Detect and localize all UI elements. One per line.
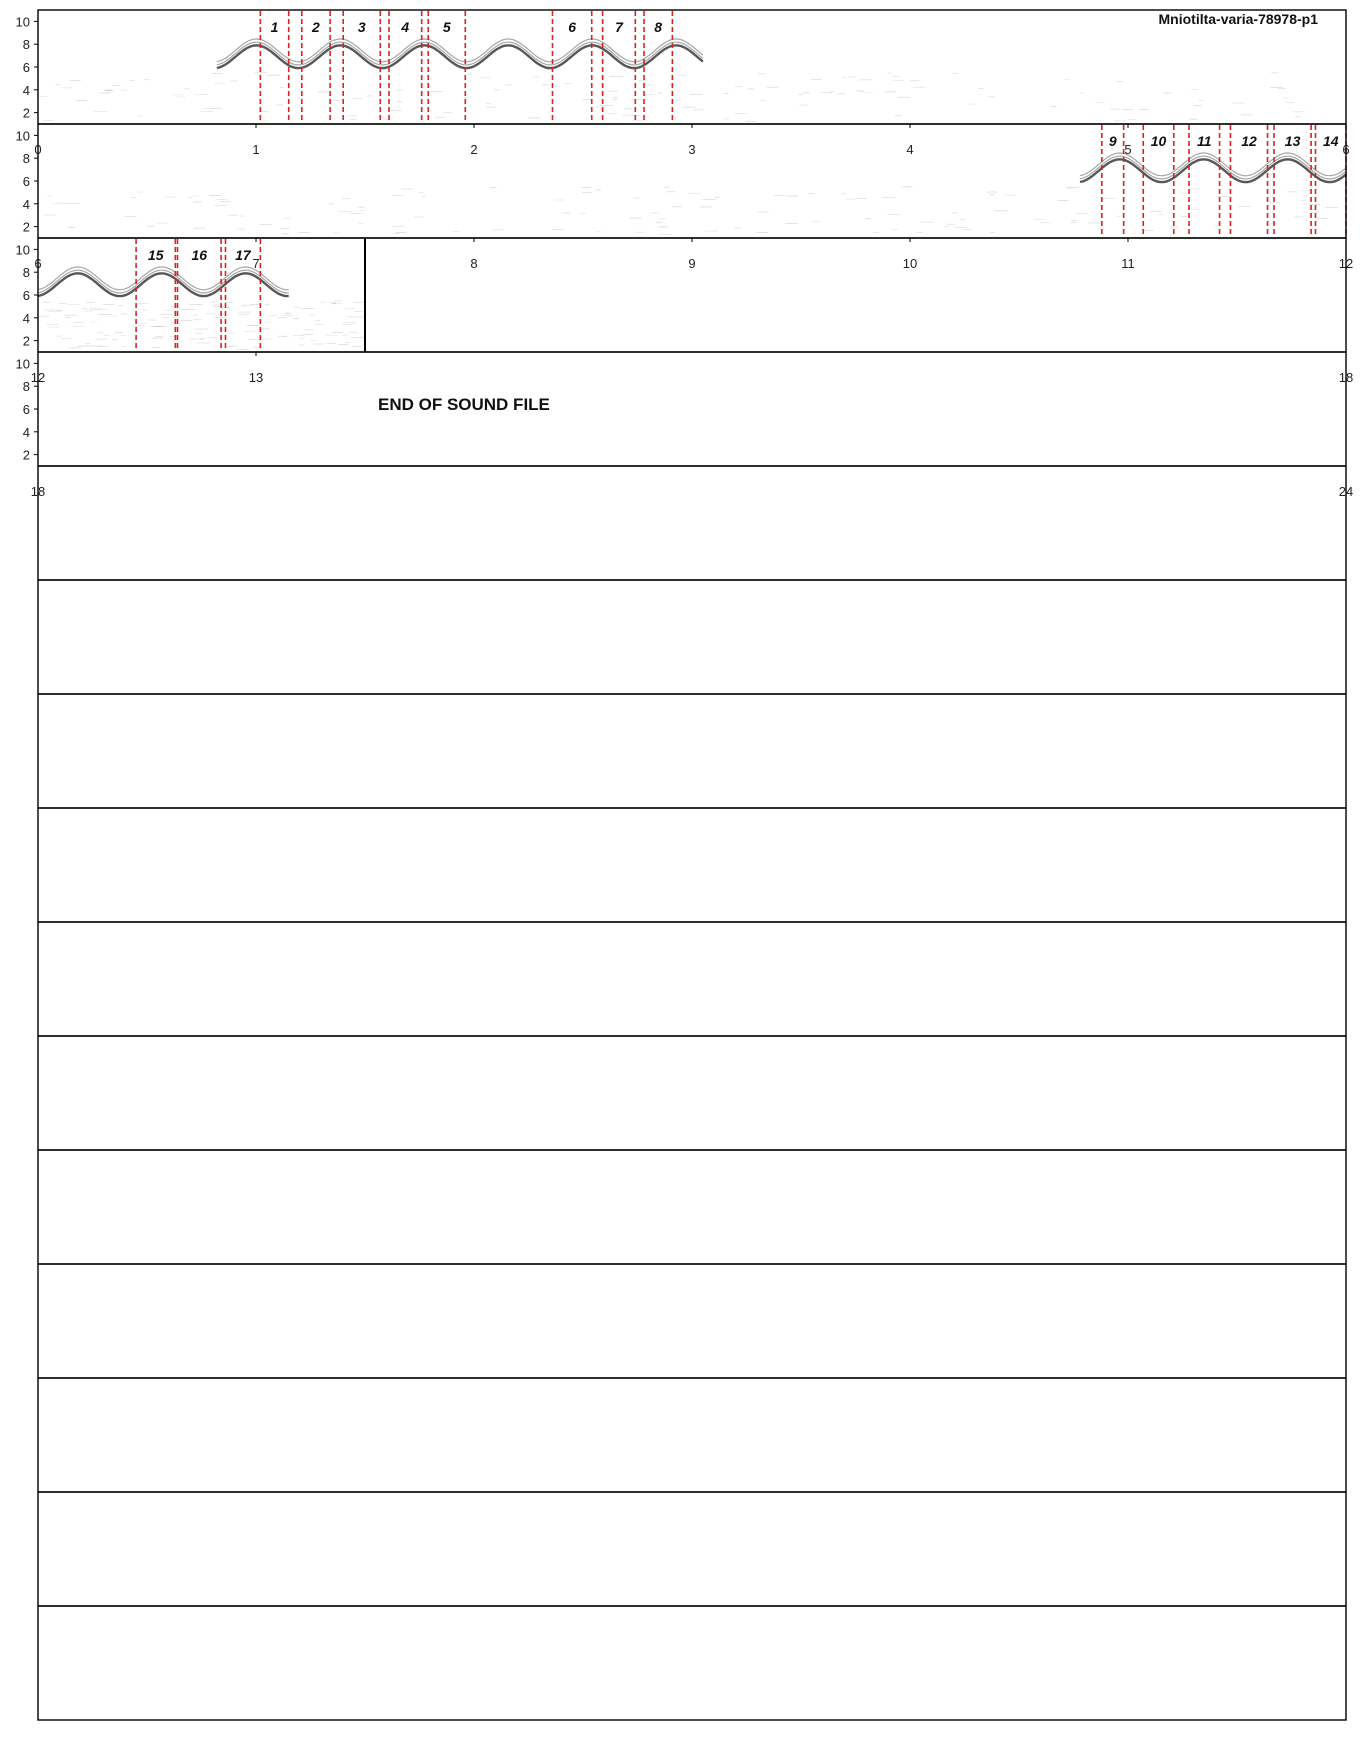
row-frame <box>37 1377 1347 1493</box>
row-frame <box>37 1605 1347 1721</box>
y-tick-label: 4 <box>23 197 30 212</box>
x-tick-label: 8 <box>470 256 477 271</box>
y-tick-label: 10 <box>16 242 30 257</box>
spectrogram-row <box>37 579 1347 695</box>
x-tick-label: 1 <box>252 142 259 157</box>
song-trace <box>37 266 289 291</box>
row-frame <box>37 1263 1347 1379</box>
y-tick-label: 6 <box>23 402 30 417</box>
spectrogram-row: 123456782468100123456 <box>16 9 1350 157</box>
segment-label: 2 <box>311 19 320 35</box>
segment-label: 8 <box>654 19 662 35</box>
spectrogram-row <box>37 465 1347 581</box>
segment-label: 10 <box>1151 133 1167 149</box>
y-tick-label: 4 <box>23 83 30 98</box>
row-frame <box>37 465 1347 581</box>
x-tick-label: 9 <box>688 256 695 271</box>
segment-label: 3 <box>358 19 366 35</box>
x-tick-label: 7 <box>252 256 259 271</box>
chart-title: Mniotilta-varia-78978-p1 <box>1159 11 1319 27</box>
spectrogram-row <box>37 1263 1347 1379</box>
row-frame <box>37 1491 1347 1607</box>
row-frame <box>37 351 1347 467</box>
row-frame <box>37 807 1347 923</box>
y-tick-label: 2 <box>23 448 30 463</box>
y-tick-label: 8 <box>23 37 30 52</box>
song-trace <box>37 272 289 298</box>
y-tick-label: 2 <box>23 334 30 349</box>
row-frame <box>37 1149 1347 1265</box>
y-tick-label: 10 <box>16 356 30 371</box>
song-trace <box>216 38 704 63</box>
segment-label: 1 <box>271 19 279 35</box>
spectrogram-row <box>37 693 1347 809</box>
x-tick-label: 2 <box>470 142 477 157</box>
spectrogram-row <box>37 1035 1347 1151</box>
row-frame <box>37 921 1347 1037</box>
song-trace <box>216 44 704 70</box>
segment-label: 9 <box>1109 133 1117 149</box>
spectrogram-row <box>37 1605 1347 1721</box>
y-tick-label: 2 <box>23 106 30 121</box>
song-trace <box>216 41 704 66</box>
spectrogram-row <box>37 1491 1347 1607</box>
y-tick-label: 10 <box>16 14 30 29</box>
spectrogram-row <box>37 921 1347 1037</box>
y-tick-label: 4 <box>23 311 30 326</box>
segment-label: 13 <box>1285 133 1301 149</box>
y-tick-label: 6 <box>23 60 30 75</box>
segment-label: 12 <box>1241 133 1257 149</box>
row-frame <box>37 1035 1347 1151</box>
spectrogram-row <box>37 807 1347 923</box>
segment-label: 14 <box>1323 133 1339 149</box>
segment-label: 17 <box>235 247 252 263</box>
segment-label: 4 <box>400 19 409 35</box>
y-tick-label: 10 <box>16 128 30 143</box>
segment-label: 16 <box>192 247 208 263</box>
y-tick-label: 8 <box>23 265 30 280</box>
y-tick-label: 4 <box>23 425 30 440</box>
y-tick-label: 6 <box>23 174 30 189</box>
x-tick-label: 4 <box>906 142 913 157</box>
spectrogram-row <box>37 1149 1347 1265</box>
y-tick-label: 8 <box>23 151 30 166</box>
spectrogram-rows: 1234567824681001234569101112131424681067… <box>16 9 1353 1721</box>
x-tick-label: 10 <box>903 256 917 271</box>
row-frame <box>37 579 1347 695</box>
song-trace <box>37 269 289 294</box>
end-of-file-label: END OF SOUND FILE <box>378 395 550 414</box>
song-trace <box>1079 155 1347 180</box>
segment-label: 5 <box>443 19 451 35</box>
y-tick-label: 6 <box>23 288 30 303</box>
y-tick-label: 2 <box>23 220 30 235</box>
segment-label: 15 <box>148 247 164 263</box>
spectrogram-row <box>37 1377 1347 1493</box>
x-tick-label: 3 <box>688 142 695 157</box>
segment-label: 11 <box>1197 133 1212 149</box>
x-tick-label: 5 <box>1124 142 1131 157</box>
row-frame <box>37 693 1347 809</box>
x-tick-label: 13 <box>249 370 263 385</box>
y-tick-label: 8 <box>23 379 30 394</box>
x-tick-label: 11 <box>1121 256 1135 271</box>
segment-label: 6 <box>568 19 576 35</box>
segment-label: 7 <box>615 19 624 35</box>
